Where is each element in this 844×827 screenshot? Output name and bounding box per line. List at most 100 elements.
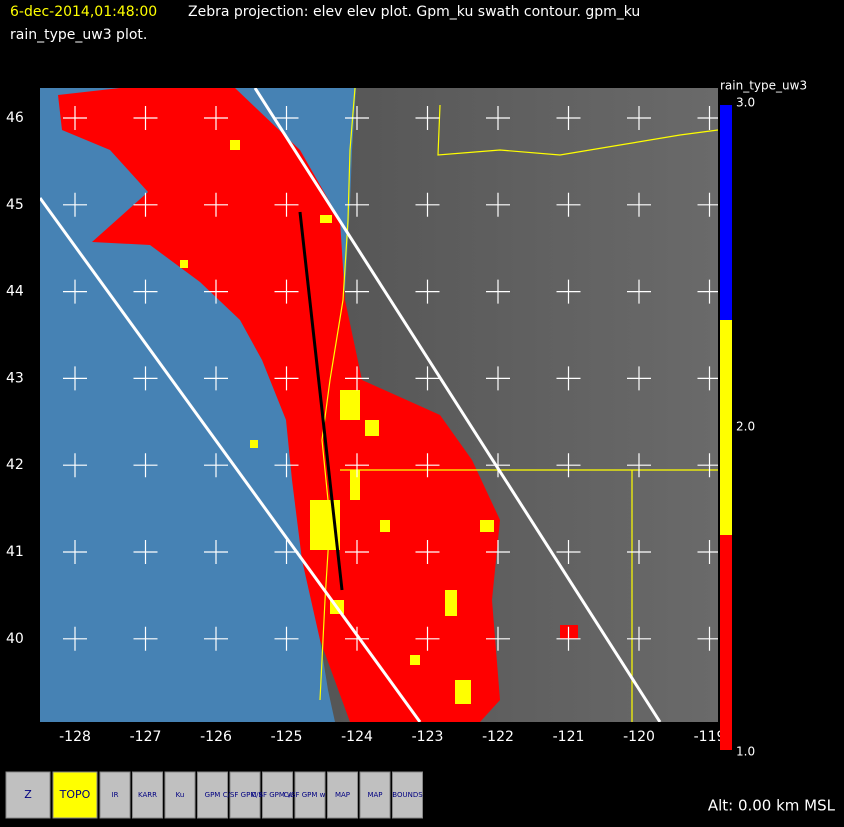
crosshair — [63, 192, 87, 217]
toolbar-button[interactable]: MAP — [327, 771, 358, 819]
toolbar-button[interactable]: Ku — [164, 771, 196, 819]
crosshair — [486, 366, 510, 391]
crosshair — [486, 626, 510, 651]
crosshair — [204, 540, 228, 564]
crosshair — [274, 106, 299, 130]
crosshair — [556, 106, 581, 130]
crosshair — [556, 279, 581, 304]
toolbar-button[interactable]: C/SF GPM Ku — [223, 771, 268, 819]
map — [40, 88, 718, 722]
colorbar-label: 2.0 — [736, 420, 755, 434]
crosshair — [345, 626, 369, 651]
button-label: GPM — [205, 791, 221, 799]
button-label: MAP — [367, 791, 382, 799]
toolbar-button[interactable]: C/SF GPM w Ku — [284, 771, 336, 819]
toolbar-button[interactable]: BOUNDS — [392, 771, 423, 819]
crosshair — [697, 540, 718, 564]
crosshair — [133, 106, 158, 130]
y-tick-label: 42 — [6, 457, 24, 473]
crosshair — [627, 366, 651, 391]
button-label: Ku — [176, 791, 185, 799]
crosshair — [133, 279, 158, 304]
crosshair — [697, 279, 718, 304]
colorbar-blue — [720, 105, 732, 320]
crosshair — [63, 366, 87, 391]
crosshair — [345, 106, 369, 130]
crosshair — [133, 626, 158, 651]
crosshair — [274, 453, 299, 478]
button-frame — [294, 771, 326, 819]
colorbar-label: 3.0 — [736, 96, 755, 110]
crosshair — [415, 453, 440, 478]
crosshair — [204, 366, 228, 391]
crosshair — [556, 366, 581, 391]
toolbar-button[interactable]: TOPO — [52, 771, 98, 819]
button-frame — [359, 771, 391, 819]
toolbar-button[interactable]: KARR — [132, 771, 163, 819]
button-frame — [52, 771, 98, 819]
crosshair — [63, 279, 87, 304]
y-tick-label: 41 — [6, 544, 24, 560]
crosshairs — [63, 106, 718, 651]
borders — [319, 88, 718, 722]
crosshair — [697, 106, 718, 130]
crosshair — [697, 366, 718, 391]
crosshair — [204, 192, 228, 217]
crosshair — [627, 626, 651, 651]
toolbar-button[interactable]: Z — [5, 771, 51, 819]
crosshair — [415, 192, 440, 217]
title-line1: Zebra projection: elev elev plot. Gpm_ku… — [188, 4, 640, 20]
toolbar-button[interactable]: C/SF GPM w Ku — [251, 771, 304, 819]
x-tick-label: -124 — [341, 729, 373, 745]
crosshair — [415, 626, 440, 651]
crosshair — [556, 453, 581, 478]
crosshair — [274, 366, 299, 391]
button-frame — [327, 771, 358, 819]
button-label: C/SF GPM Ku — [223, 791, 268, 799]
crosshair — [556, 626, 581, 651]
crosshair — [415, 279, 440, 304]
button-frame — [99, 771, 131, 819]
timestamp: 6-dec-2014,01:48:00 — [10, 4, 157, 20]
x-tick-label: -125 — [271, 729, 303, 745]
button-frame — [392, 771, 423, 819]
crosshair — [415, 366, 440, 391]
rain-stratiform — [58, 88, 500, 722]
toolbar-button[interactable]: GPM — [197, 771, 228, 819]
button-label: BOUNDS — [392, 791, 423, 799]
button-frame — [132, 771, 163, 819]
button-frame — [262, 771, 293, 819]
crosshair — [133, 453, 158, 478]
crosshair — [556, 192, 581, 217]
crosshair — [627, 540, 651, 564]
button-label: TOPO — [59, 788, 91, 801]
crosshair — [133, 540, 158, 564]
crosshair — [627, 279, 651, 304]
crosshair — [345, 192, 369, 217]
crosshair — [63, 540, 87, 564]
altitude: Alt: 0.00 km MSL — [708, 797, 836, 815]
x-tick-label: -122 — [482, 729, 514, 745]
x-tick-label: -127 — [130, 729, 162, 745]
x-tick-label: -120 — [623, 729, 655, 745]
colorbar-title: rain_type_uw3 — [720, 79, 807, 93]
crosshair — [204, 279, 228, 304]
crosshair — [63, 106, 87, 130]
crosshair — [415, 106, 440, 130]
button-label: C/SF GPM w Ku — [284, 791, 336, 799]
toolbar-button[interactable]: MAP — [359, 771, 391, 819]
button-label: C/SF GPM w Ku — [251, 791, 303, 799]
x-tick-label: -123 — [412, 729, 444, 745]
crosshair — [486, 106, 510, 130]
button-frame — [164, 771, 196, 819]
x-tick-label: -121 — [553, 729, 585, 745]
toolbar: Z TOPO IR KARR Ku GPM C/SF GPM KuC/SF GPM w Ku… — [5, 771, 423, 819]
button-frame — [197, 771, 228, 819]
toolbar-button[interactable]: IR — [99, 771, 131, 819]
crosshair — [627, 453, 651, 478]
title-line2: rain_type_uw3 plot. — [10, 27, 147, 43]
crosshair — [274, 192, 299, 217]
crosshair — [274, 279, 299, 304]
